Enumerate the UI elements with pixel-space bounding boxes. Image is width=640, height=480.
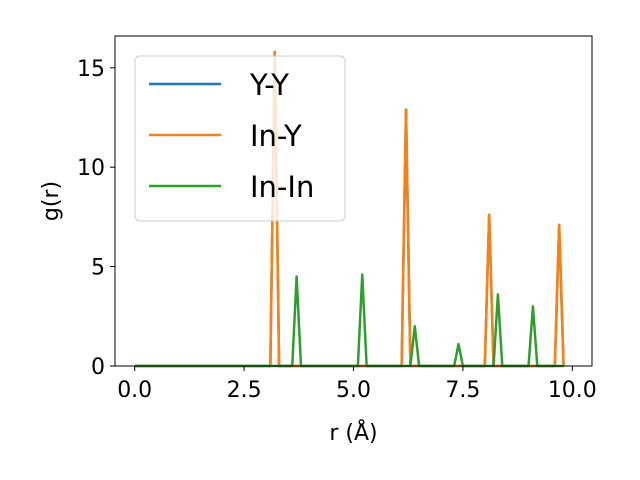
x-tick-label: 5.0 xyxy=(336,378,371,403)
legend-box xyxy=(134,55,346,222)
x-tick-label: 2.5 xyxy=(227,378,262,403)
y-axis-label: g(r) xyxy=(39,181,64,221)
x-tick-label: 7.5 xyxy=(445,378,480,403)
y-tick-label: 15 xyxy=(77,57,105,82)
y-tick-label: 0 xyxy=(91,355,105,380)
y-axis: 0 5 10 15 xyxy=(77,57,115,380)
x-axis-label: r (Å) xyxy=(329,419,377,446)
legend-label-0: Y-Y xyxy=(249,68,289,102)
legend-label-2: In-In xyxy=(250,170,314,204)
x-tick-label: 10.0 xyxy=(548,378,597,403)
y-tick-label: 10 xyxy=(77,156,105,181)
legend-label-1: In-Y xyxy=(250,119,302,153)
legend: Y-Y In-Y In-In xyxy=(134,55,346,222)
y-tick-label: 5 xyxy=(91,256,105,281)
x-axis: 0.0 2.5 5.0 7.5 10.0 xyxy=(117,366,597,403)
x-tick-label: 0.0 xyxy=(117,378,152,403)
